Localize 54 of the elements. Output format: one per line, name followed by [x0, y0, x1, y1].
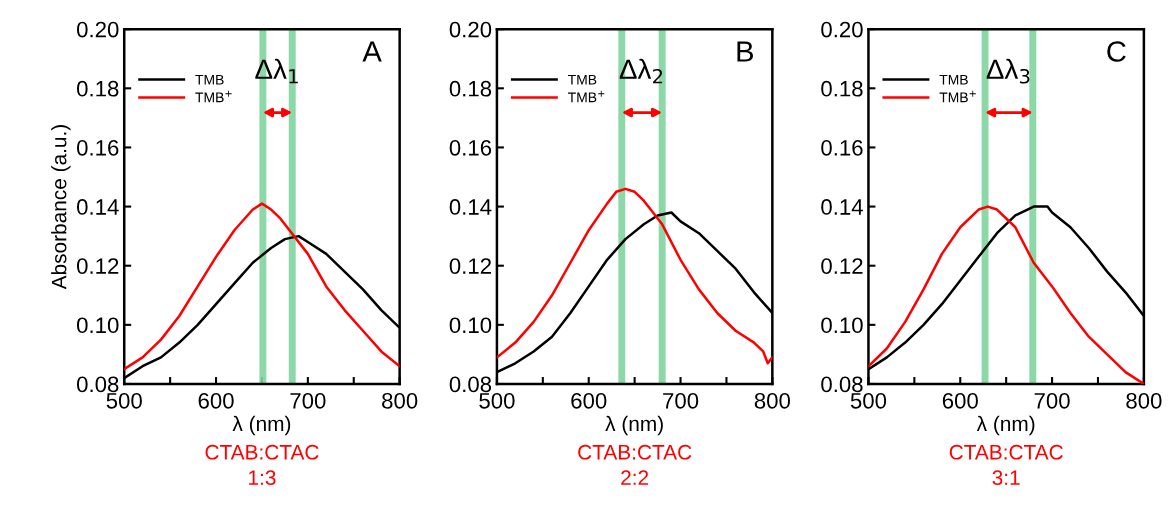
legend-label: TMB: [939, 74, 968, 85]
y-tick-label: 0.10: [821, 317, 863, 334]
y-tick-label: 0.20: [76, 21, 119, 38]
legend-label: TMB$^{+}$: [939, 90, 976, 103]
annotation: Δλ$_{3}$: [986, 58, 1030, 84]
chart-title: A: [362, 41, 382, 62]
x-tick-label: 600: [571, 392, 607, 409]
y-tick-label: 0.14: [76, 199, 119, 215]
y-tick-label: 0.12: [76, 258, 119, 274]
chart-title: B: [737, 41, 753, 62]
x-tick-label: 500: [106, 392, 142, 409]
x-tick-label: 500: [479, 392, 515, 409]
x-tick-label: 500: [850, 392, 887, 409]
y-tick-label: 0.18: [449, 80, 492, 97]
line-series: [496, 187, 773, 365]
y-tick-label: 0.14: [821, 199, 863, 215]
legend-label: TMB$^{+}$: [195, 90, 232, 103]
x-tick-label: 600: [942, 392, 978, 409]
y-tick-label: 0.12: [449, 258, 491, 274]
line-series: [124, 202, 400, 371]
y-tick-label: 0.16: [76, 139, 119, 156]
text: CTAB:CTAC 1:3: [205, 444, 319, 486]
y-tick-label: 0.16: [821, 139, 863, 156]
annotation: Δλ$_{2}$: [619, 58, 663, 84]
x-axis-title: λ (nm): [232, 415, 291, 436]
x-tick-label: 700: [1034, 392, 1070, 409]
x-tick-label: 700: [663, 392, 699, 409]
y-tick-label: 0.10: [76, 317, 119, 334]
y-tick-label: 0.08: [821, 376, 863, 393]
y-tick-label: 0.18: [76, 80, 119, 97]
x-axis-title: λ (nm): [605, 415, 663, 436]
y-tick-label: 0.18: [821, 80, 863, 97]
x-tick-label: 800: [754, 392, 791, 409]
x-tick-label: 700: [290, 392, 326, 409]
y-tick-label: 0.10: [449, 317, 492, 334]
x-tick-label: 600: [198, 392, 234, 409]
x-tick-label: 800: [382, 392, 418, 409]
chart-title: C: [1107, 41, 1126, 62]
y-tick-label: 0.20: [449, 21, 492, 38]
text: CTAB:CTAC 2:2: [578, 444, 692, 485]
legend-label: TMB$^{+}$: [568, 90, 605, 103]
y-tick-label: 0.20: [821, 21, 863, 38]
y-tick-label: 0.12: [821, 258, 863, 274]
y-tick-label: 0.08: [449, 376, 492, 393]
legend-label: TMB: [195, 74, 224, 85]
annotation: Δλ$_{1}$: [255, 58, 298, 84]
y-tick-label: 0.16: [449, 139, 492, 156]
y-axis-title: Absorbance (a.u.): [51, 125, 71, 290]
x-tick-label: 800: [1126, 392, 1162, 409]
y-tick-label: 0.08: [76, 376, 119, 393]
text: CTAB:CTAC 3:1: [949, 444, 1063, 486]
legend-label: TMB: [568, 74, 597, 85]
x-axis-title: λ (nm): [976, 415, 1035, 436]
y-tick-label: 0.14: [449, 199, 492, 215]
